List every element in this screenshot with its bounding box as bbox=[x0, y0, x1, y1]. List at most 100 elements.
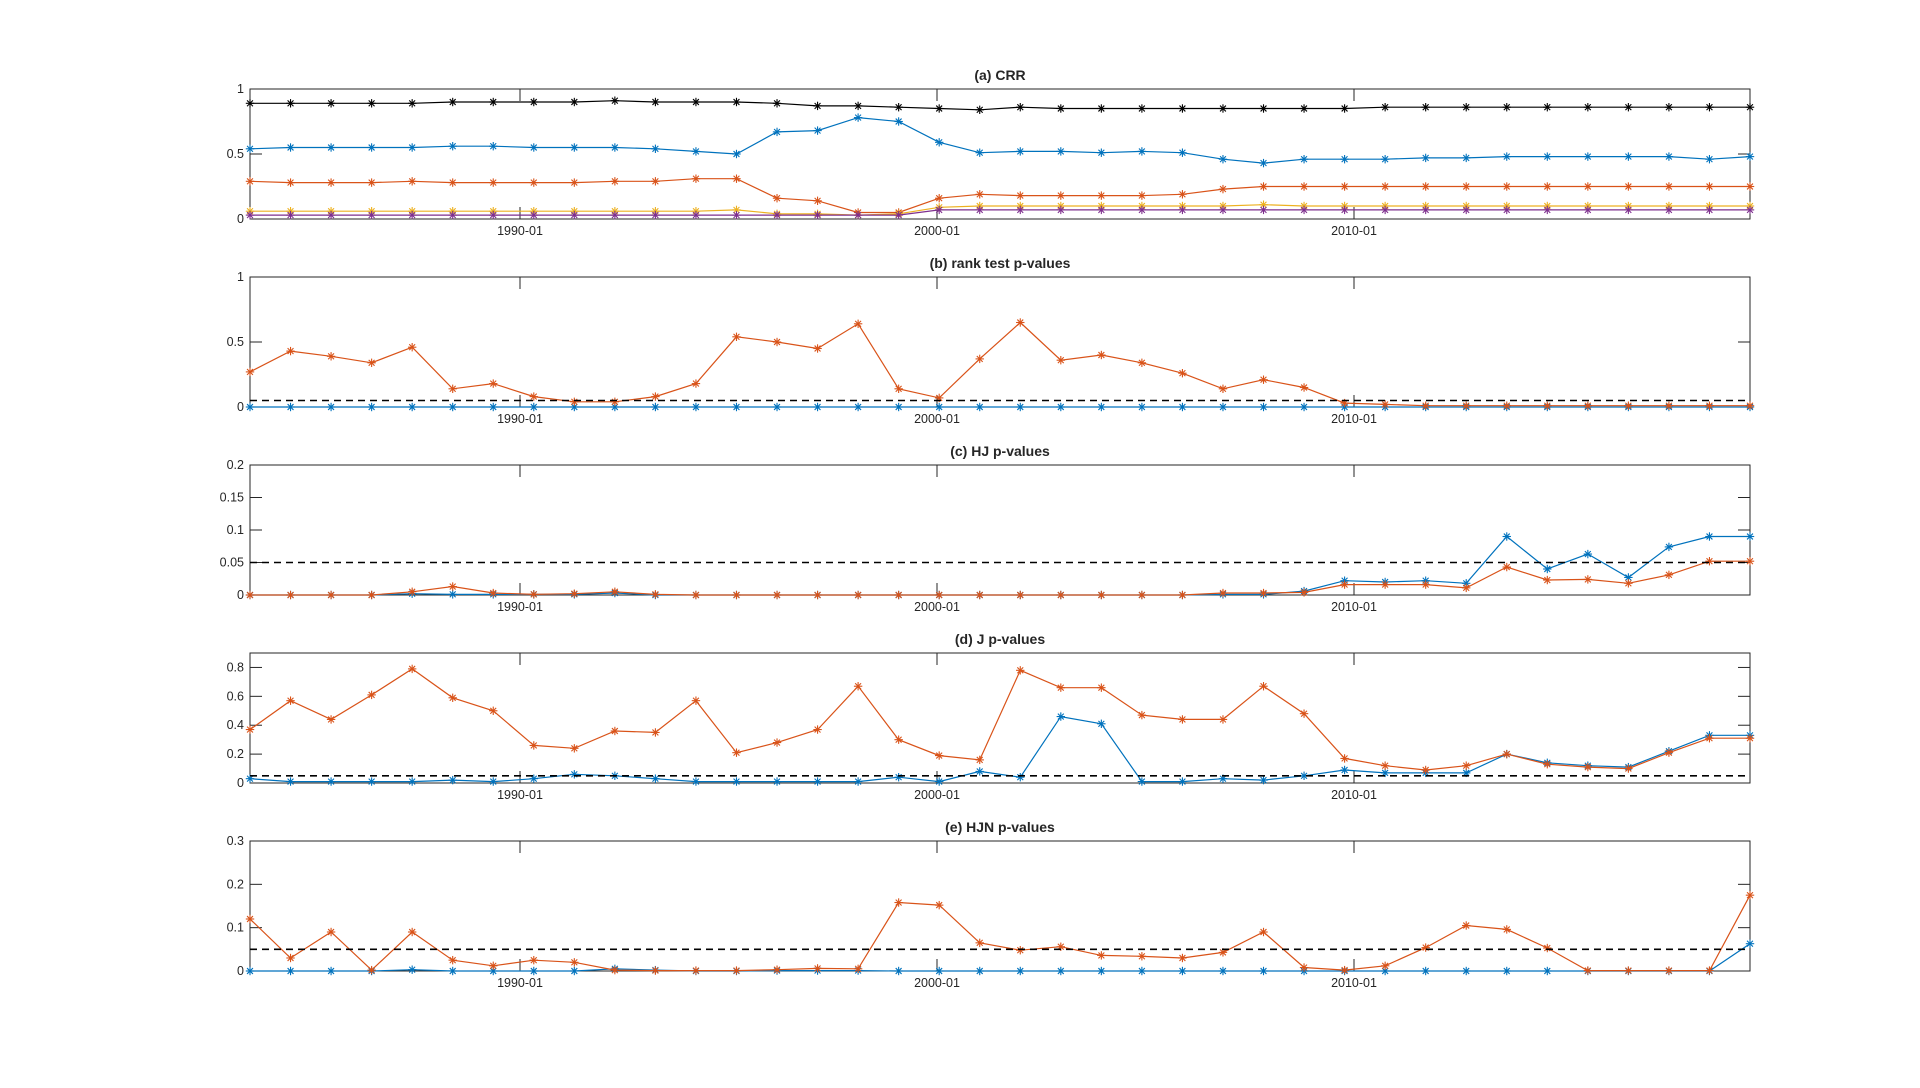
panel-a-data-point bbox=[1340, 155, 1349, 164]
panel-a-data-point bbox=[326, 210, 336, 220]
panel-c-ytick-label: 0.05 bbox=[220, 556, 244, 570]
panel-a-data-point bbox=[813, 196, 822, 205]
panel-b-data-point bbox=[610, 402, 620, 412]
panel-e-data-point bbox=[1502, 925, 1511, 934]
panel-b-data-point bbox=[1016, 402, 1025, 412]
panel-b-data-point bbox=[1218, 402, 1228, 412]
panel-e-xtick-label: 2000-01 bbox=[914, 976, 960, 990]
panel-a-data-point bbox=[610, 177, 620, 186]
panel-b-ytick-label: 0.5 bbox=[227, 335, 244, 349]
panel-b-data-point bbox=[1745, 401, 1755, 410]
panel-a-data-point bbox=[1583, 103, 1593, 112]
panel-e-data-point bbox=[894, 898, 903, 907]
panel-e-data-point bbox=[407, 965, 417, 974]
panel-a-data-point bbox=[894, 210, 903, 220]
panel-c-series-orange bbox=[245, 557, 1755, 600]
panel-d-data-point bbox=[894, 773, 903, 782]
panel-a-data-point bbox=[1299, 104, 1309, 113]
panel-c-data-point bbox=[570, 589, 579, 598]
panel-e-data-point bbox=[1016, 946, 1025, 955]
panel-c-data-point bbox=[1705, 557, 1714, 566]
panel-e-data-point bbox=[1583, 966, 1593, 975]
panel-a-data-point bbox=[1259, 104, 1268, 113]
panel-a-series-line bbox=[250, 209, 1750, 216]
panel-e-data-point bbox=[610, 965, 620, 975]
panel-d-data-point bbox=[407, 777, 417, 786]
panel-e-data-point bbox=[1421, 943, 1430, 952]
panel-d-data-point bbox=[1178, 715, 1187, 724]
panel-b-data-point bbox=[489, 402, 498, 412]
panel-a-data-point bbox=[1056, 205, 1066, 215]
panel-a-data-point bbox=[489, 97, 498, 107]
panel-a-data-point bbox=[1624, 152, 1633, 161]
panel-d-data-point bbox=[367, 690, 376, 700]
panel-a-data-point bbox=[1056, 147, 1066, 156]
panel-d-data-point bbox=[691, 696, 701, 705]
panel-c-data-point bbox=[691, 590, 701, 600]
panel-a-data-point bbox=[448, 142, 457, 151]
panel-c-data-point bbox=[1462, 583, 1471, 593]
panel-b-data-point bbox=[732, 402, 741, 412]
panel-a-data-point bbox=[1502, 103, 1511, 112]
panel-b-xtick-label: 2000-01 bbox=[914, 412, 960, 426]
panel-c-data-point bbox=[1664, 570, 1674, 580]
panel-e-data-point bbox=[1624, 966, 1633, 975]
panel-c-data-point bbox=[1056, 590, 1066, 600]
panel-c-plot-area bbox=[249, 464, 1751, 596]
panel-c-data-point bbox=[975, 590, 984, 600]
panel-d-data-point bbox=[448, 775, 457, 785]
panel-d-data-point bbox=[1502, 749, 1511, 759]
panel-e-data-point bbox=[1745, 890, 1755, 900]
panel-d-data-point bbox=[367, 777, 376, 786]
panel-c-data-point bbox=[448, 590, 457, 599]
panel-a-data-point bbox=[1178, 104, 1187, 113]
panel-e-data-point bbox=[1664, 966, 1674, 975]
panel-a-data-point bbox=[1502, 152, 1511, 161]
panel-a-title: (a) CRR bbox=[974, 67, 1025, 83]
panel-b-data-point bbox=[1259, 375, 1268, 384]
panel-b-data-point bbox=[570, 397, 579, 406]
panel-c-data-point bbox=[245, 590, 255, 600]
panel-a-data-point bbox=[1178, 205, 1187, 215]
panel-c-ytick-label: 0 bbox=[237, 588, 244, 602]
panel-a-data-point bbox=[489, 210, 498, 220]
panel-e-data-point bbox=[570, 966, 579, 976]
panel-c-ytick-label: 0.1 bbox=[227, 523, 244, 537]
panel-b-series-orange bbox=[245, 318, 1755, 410]
panel-d-ytick-label: 0.4 bbox=[227, 718, 244, 732]
panel-d-ytick-label: 0 bbox=[237, 776, 244, 790]
panel-d-data-point bbox=[1137, 777, 1147, 786]
panel-b-data-point bbox=[813, 402, 822, 412]
panel-a-data-point bbox=[813, 210, 822, 220]
panel-b-data-point bbox=[1299, 383, 1309, 392]
panel-a-data-point bbox=[1583, 152, 1593, 161]
panel-c-data-point bbox=[1543, 575, 1552, 585]
panel-a-series-purple bbox=[245, 205, 1755, 220]
panel-a-data-point bbox=[407, 143, 417, 152]
panel-d-ytick-label: 0.2 bbox=[227, 747, 244, 761]
panel-a-data-point bbox=[1016, 205, 1025, 215]
panel-a-data-point bbox=[367, 210, 376, 220]
panel-b-series-line bbox=[249, 321, 1750, 407]
panel-d-data-point bbox=[1259, 775, 1268, 785]
panel-c-data-point bbox=[934, 590, 944, 600]
panel-b-data-point bbox=[1380, 400, 1390, 409]
panel-b-data-point bbox=[1016, 318, 1025, 327]
panel-e-data-point bbox=[1462, 921, 1471, 930]
panel-b-data-point bbox=[529, 402, 538, 412]
panel-b-data-point bbox=[853, 319, 863, 328]
panel-d-data-point bbox=[1178, 777, 1187, 786]
panel-b-data-point bbox=[1097, 350, 1106, 360]
panel-e-ytick-label: 0.2 bbox=[227, 877, 244, 891]
panel-b-data-point bbox=[245, 367, 255, 377]
panel-d-data-point bbox=[1624, 764, 1633, 773]
panel-b-data-point bbox=[448, 384, 457, 393]
panel-d-data-point bbox=[691, 777, 701, 786]
panel-d-data-point bbox=[894, 735, 903, 744]
panel-b-data-point bbox=[529, 392, 538, 401]
panel-d-data-point bbox=[610, 726, 620, 736]
panel-a-data-point bbox=[367, 143, 376, 152]
panel-a-data-point bbox=[286, 178, 295, 187]
panel-b-data-point bbox=[1421, 401, 1430, 410]
panel-a-data-point bbox=[1178, 190, 1187, 199]
